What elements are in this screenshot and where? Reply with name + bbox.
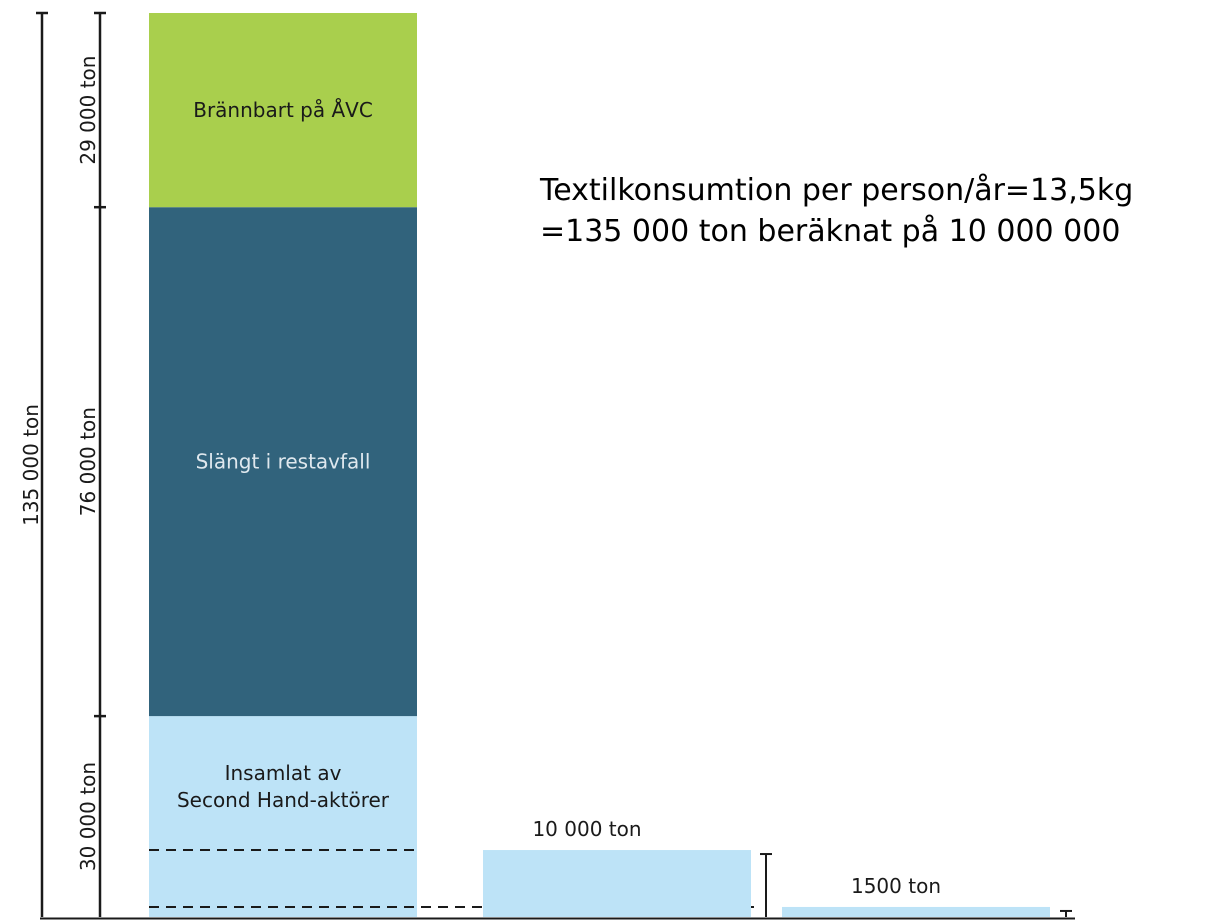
side-bar-label-1: 10 000 ton: [532, 817, 641, 841]
side-bar-label-2: 1500 ton: [851, 874, 941, 898]
segment-value-label-2: 76 000 ton: [76, 407, 100, 516]
stack-segment-2: [149, 207, 417, 717]
side-bar-2: [782, 906, 1050, 917]
segment-label-2: Slängt i restavfall: [196, 450, 371, 474]
segment-label-1-line-1: Insamlat av: [225, 761, 342, 785]
headline-line-2: =135 000 ton beräknat på 10 000 000: [540, 214, 1121, 249]
segment-label-3: Brännbart på ÅVC: [193, 98, 373, 122]
headline-line-1: Textilkonsumtion per person/år=13,5kg: [540, 173, 1134, 208]
stack-segment-3: [149, 13, 417, 208]
segment-value-label-1: 30 000 ton: [76, 762, 100, 871]
headline: Textilkonsumtion per person/år=13,5kg =1…: [540, 170, 1133, 252]
total-label: 135 000 ton: [19, 404, 43, 526]
stack-segment-1: [149, 716, 417, 917]
segment-label-1-line-2: Second Hand-aktörer: [177, 788, 390, 812]
segment-value-label-3: 29 000 ton: [76, 56, 100, 165]
side-bar-1: [483, 850, 751, 917]
